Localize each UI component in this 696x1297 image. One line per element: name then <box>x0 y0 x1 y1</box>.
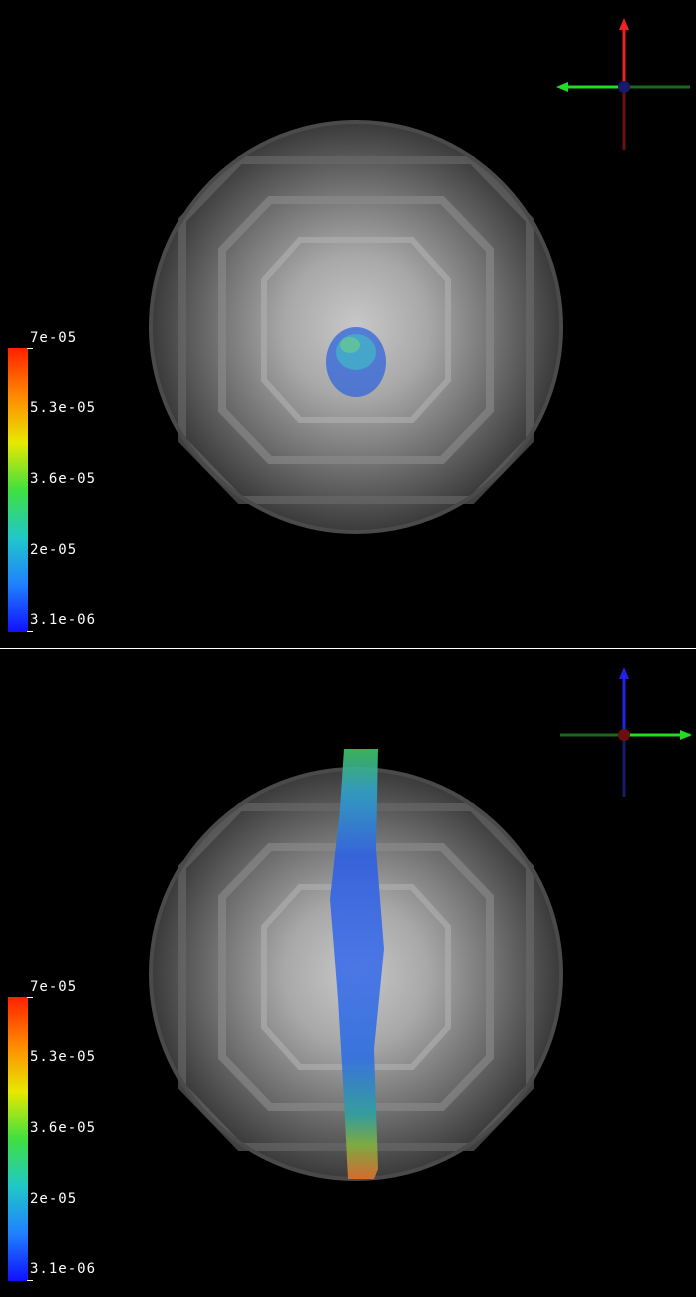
view-divider <box>0 648 696 649</box>
sphere-render-top <box>149 18 690 534</box>
sphere-render-bottom <box>149 667 692 1181</box>
colorbar-label: 2e-05 <box>30 1191 78 1207</box>
colorbar-label-max: 7e-05 <box>30 330 78 346</box>
colorbar-label: 5.3e-05 <box>30 1049 97 1065</box>
streamline-tube <box>330 749 384 1179</box>
colorbar-label-min: 3.1e-06 <box>30 1261 97 1277</box>
colorbar-label: 2e-05 <box>30 542 78 558</box>
orientation-axes-bottom <box>560 667 692 797</box>
colorbar-label: 3.6e-05 <box>30 471 97 487</box>
render-view-bottom[interactable]: 7e-05 5.3e-05 3.6e-05 2e-05 3.1e-06 <box>0 649 696 1297</box>
orientation-axes-top <box>556 18 690 150</box>
colorbar-top <box>8 348 28 632</box>
render-view-top[interactable]: 7e-05 5.3e-05 3.6e-05 2e-05 3.1e-06 <box>0 0 696 648</box>
colorbar-bottom <box>8 997 28 1281</box>
vector-glyph-cluster <box>326 327 386 397</box>
colorbar-label: 3.6e-05 <box>30 1120 97 1136</box>
colorbar-label-max: 7e-05 <box>30 979 78 995</box>
colorbar-label: 5.3e-05 <box>30 400 97 416</box>
colorbar-label-min: 3.1e-06 <box>30 612 97 628</box>
